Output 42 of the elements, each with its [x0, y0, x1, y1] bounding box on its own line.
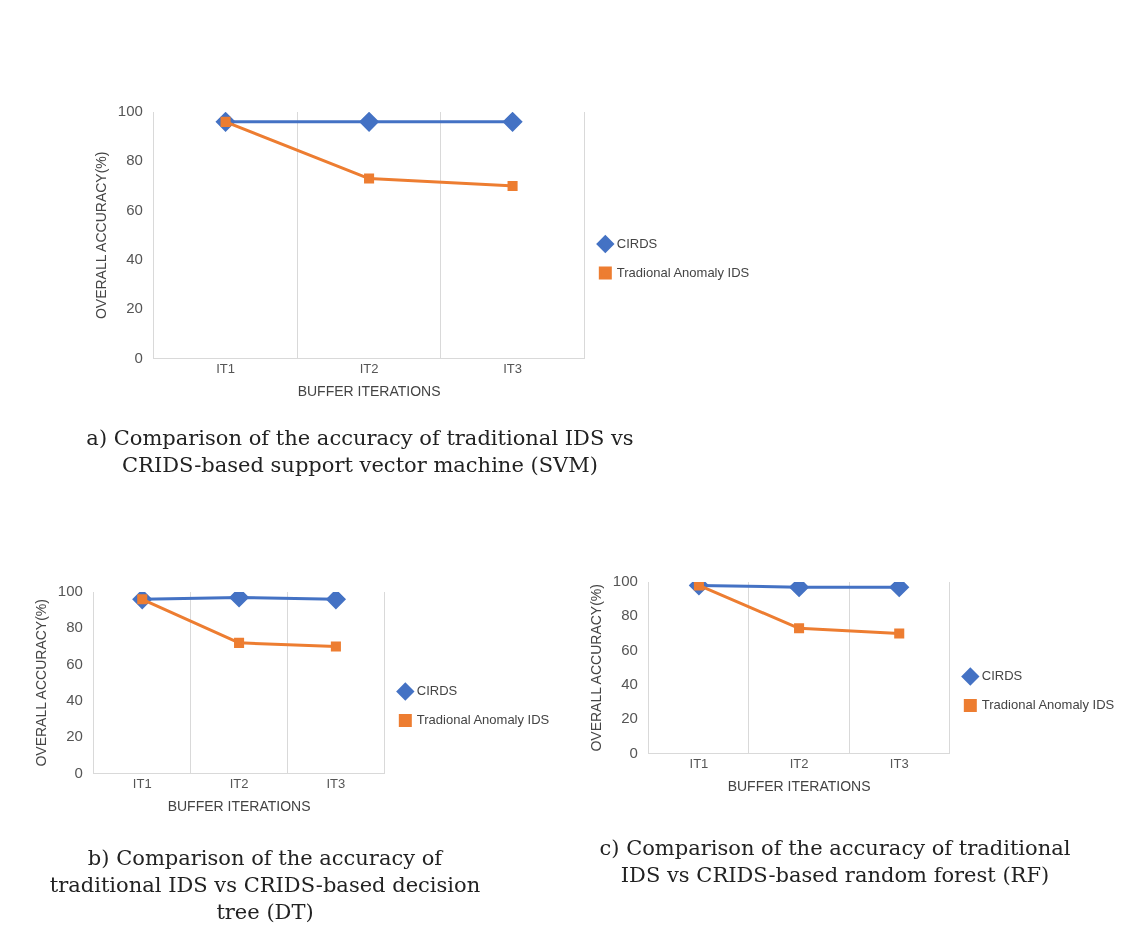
y-tick-label: 80 [126, 151, 143, 169]
y-axis-title: OVERALL ACCURACY(%) [93, 151, 110, 320]
x-tick-label: IT2 [789, 755, 809, 771]
y-tick-label: 60 [126, 200, 143, 218]
x-axis-title: BUFFER ITERATIONS [297, 383, 441, 400]
y-tick-label: 100 [57, 582, 83, 600]
legend-label: Tradional Anomaly IDS [981, 697, 1115, 713]
y-tick-label: 40 [621, 675, 638, 693]
y-tick-label: 20 [621, 709, 638, 727]
y-tick-label: 20 [66, 727, 83, 745]
y-tick-label: 40 [126, 250, 143, 268]
text: b) Comparison of the accuracy of traditional IDS vs CRIDS-based decision tree (DT) [48, 845, 482, 926]
x-tick-label: IT3 [326, 775, 346, 791]
x-tick-label: IT2 [359, 360, 379, 376]
text: c) Comparison of the accuracy of traditional IDS vs CRIDS-based random forest (RF) [598, 835, 1072, 889]
legend-label: CIRDS [416, 683, 458, 699]
x-axis-title: BUFFER ITERATIONS [167, 798, 311, 815]
x-tick-label: IT1 [132, 775, 152, 791]
legend-label: Tradional Anomaly IDS [616, 264, 750, 280]
x-tick-label: IT3 [503, 360, 522, 376]
y-tick-label: 0 [74, 763, 83, 781]
y-tick-label: 0 [629, 743, 638, 761]
x-tick-label: IT1 [689, 755, 709, 771]
y-tick-label: 0 [134, 348, 143, 366]
y-tick-label: 100 [117, 102, 143, 120]
legend-label: CIRDS [616, 235, 658, 251]
y-axis-title: OVERALL ACCURACY(%) [33, 599, 50, 767]
x-tick-label: IT3 [889, 755, 909, 771]
y-tick-label: 100 [612, 572, 638, 590]
y-tick-label: 20 [126, 299, 143, 317]
legend-label: Tradional Anomaly IDS [416, 712, 550, 728]
legend-label: CIRDS [981, 668, 1023, 684]
text: a) Comparison of the accuracy of traditional IDS vs CRIDS-based support vector machine (SVM) [85, 425, 635, 479]
x-tick-label: IT1 [216, 360, 235, 376]
y-tick-label: 40 [66, 691, 83, 709]
y-tick-label: 80 [621, 606, 638, 624]
x-tick-label: IT2 [229, 775, 249, 791]
x-axis-title: BUFFER ITERATIONS [727, 778, 871, 795]
y-axis-title: OVERALL ACCURACY(%) [588, 584, 605, 752]
y-tick-label: 80 [66, 618, 83, 636]
y-tick-label: 60 [621, 640, 638, 658]
y-tick-label: 60 [66, 654, 83, 672]
